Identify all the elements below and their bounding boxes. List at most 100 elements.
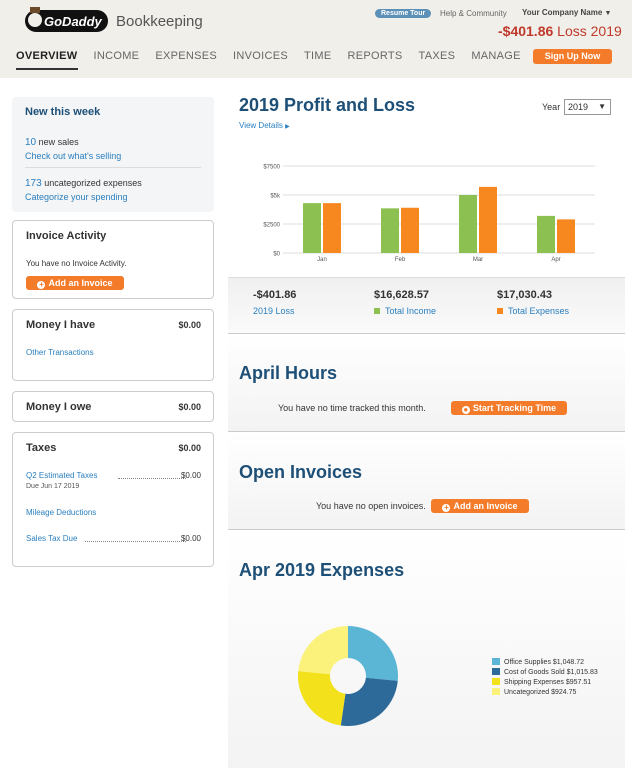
legend-item: Cost of Goods Sold $1,015.83	[492, 668, 598, 678]
bar-expenses	[323, 203, 341, 253]
legend-swatch	[492, 658, 500, 665]
pie-slice	[298, 626, 348, 675]
pie-slice	[298, 671, 346, 726]
expenses-value: $17,030.43	[497, 289, 553, 301]
taxes-title: Taxes	[26, 442, 57, 454]
uncategorized-count: 173	[25, 178, 42, 189]
nav-manage[interactable]: MANAGE	[471, 50, 521, 62]
money-owe-amount: $0.00	[178, 402, 201, 412]
sales-tax-due-link[interactable]: Sales Tax Due	[26, 534, 78, 543]
chevron-down-icon: ▼	[598, 102, 606, 111]
resume-tour-button[interactable]: Resume Tour	[375, 9, 432, 18]
q2-due-date: Due Jun 17 2019	[26, 483, 80, 490]
x-tick-label: Apr	[551, 257, 560, 263]
expenses-title: Apr 2019 Expenses	[239, 560, 405, 580]
legend-item: Shipping Expenses $957.51	[492, 678, 598, 688]
profit-loss-chart: $0 $2500 $5k $7500 Jan Feb Mar Apr	[263, 165, 595, 263]
divider	[228, 431, 625, 432]
q2-estimated-taxes-link[interactable]: Q2 Estimated Taxes	[26, 471, 98, 480]
bar-income	[381, 208, 399, 253]
nav-expenses[interactable]: EXPENSES	[155, 50, 218, 62]
bar-income	[459, 195, 477, 253]
income-label[interactable]: Total Income	[374, 306, 436, 316]
bar-expenses	[401, 207, 419, 253]
expenses-legend: Office Supplies $1,048.72 Cost of Goods S…	[492, 658, 598, 698]
profit-loss-summary	[228, 277, 625, 333]
income-label-text: Total Income	[385, 306, 437, 316]
add-invoice-button[interactable]: + Add an Invoice	[26, 276, 124, 290]
divider	[228, 333, 625, 334]
bar-income	[537, 215, 555, 253]
legend-swatch	[492, 688, 500, 695]
pie-slice	[348, 626, 398, 681]
expenses-label[interactable]: Total Expenses	[497, 306, 569, 316]
nav-invoices[interactable]: INVOICES	[233, 50, 288, 62]
nav-overview[interactable]: OVERVIEW	[16, 50, 78, 70]
sign-up-button[interactable]: Sign Up Now	[533, 49, 612, 64]
add-invoice-main-label: Add an Invoice	[453, 501, 518, 511]
nav-income[interactable]: INCOME	[93, 50, 140, 62]
divider	[228, 529, 625, 530]
uncategorized-line: 173 uncategorized expenses	[25, 178, 142, 189]
legend-item: Office Supplies $1,048.72	[492, 658, 598, 668]
money-i-owe-card: Money I owe $0.00	[12, 391, 214, 422]
plus-icon: +	[442, 503, 451, 512]
loss-value: -$401.86	[253, 289, 297, 301]
view-details-link[interactable]: View Details ▶	[239, 121, 290, 130]
legend-label: Uncategorized $924.75	[504, 689, 577, 696]
uncategorized-text: uncategorized expenses	[44, 178, 142, 188]
godaddy-logo[interactable]: GoDaddy	[25, 5, 108, 35]
whats-selling-link[interactable]: Check out what's selling	[25, 151, 122, 161]
money-i-have-card: Money I have $0.00 Other Transactions	[12, 309, 214, 381]
y-tick-label: $5k	[270, 194, 281, 200]
legend-swatch	[492, 678, 500, 685]
start-tracking-time-button[interactable]: ● Start Tracking Time	[451, 401, 567, 415]
y-tick-label: $7500	[263, 165, 280, 171]
loss-label[interactable]: 2019 Loss	[253, 306, 295, 316]
money-owe-title: Money I owe	[26, 401, 92, 413]
open-invoices-section	[228, 432, 625, 529]
new-sales-text: new sales	[38, 137, 79, 147]
invoice-activity-title: Invoice Activity	[26, 230, 107, 242]
bar-expenses	[557, 219, 575, 253]
bar-expenses	[479, 186, 497, 253]
new-sales-line: 10 new sales	[25, 137, 79, 148]
clock-icon: ●	[461, 405, 470, 414]
y-tick-label: $2500	[263, 223, 280, 229]
legend-label: Cost of Goods Sold $1,015.83	[504, 669, 598, 676]
invoice-activity-card: Invoice Activity You have no Invoice Act…	[12, 220, 214, 299]
year-select-value: 2019	[568, 102, 589, 112]
categorize-spending-link[interactable]: Categorize your spending	[25, 192, 128, 202]
expenses-label-text: Total Expenses	[508, 306, 570, 316]
new-this-week-card: New this week 10 new sales Check out wha…	[12, 97, 214, 212]
nav-taxes[interactable]: TAXES	[418, 50, 456, 62]
open-invoices-title: Open Invoices	[239, 462, 363, 482]
header-loss-amount: -$401.86	[498, 23, 554, 39]
expenses-pie-chart	[298, 626, 398, 726]
divider	[25, 167, 201, 168]
product-name: Bookkeeping	[116, 13, 203, 30]
add-invoice-button-main[interactable]: + Add an Invoice	[431, 499, 529, 513]
no-time-tracked-text: You have no time tracked this month.	[278, 403, 426, 413]
x-tick-label: Mar	[473, 257, 483, 263]
no-invoice-activity-text: You have no Invoice Activity.	[26, 259, 127, 268]
company-menu[interactable]: Your Company Name ▼	[522, 8, 611, 17]
nav-time[interactable]: TIME	[303, 50, 332, 62]
help-community-link[interactable]: Help & Community	[440, 9, 507, 18]
income-swatch	[374, 308, 380, 314]
money-have-amount: $0.00	[178, 320, 201, 330]
expenses-section	[228, 530, 625, 768]
bar-income	[303, 203, 321, 253]
other-transactions-link[interactable]: Other Transactions	[26, 348, 94, 357]
leader-dots	[118, 473, 186, 479]
mileage-deductions-link[interactable]: Mileage Deductions	[26, 508, 97, 517]
q2-taxes-amount: $0.00	[180, 471, 201, 480]
expenses-swatch	[497, 308, 503, 314]
money-have-title: Money I have	[26, 319, 96, 331]
y-tick-label: $0	[273, 252, 280, 258]
view-details-label: View Details	[239, 121, 283, 130]
svg-text:GoDaddy: GoDaddy	[44, 14, 103, 29]
leader-dots	[85, 536, 186, 542]
nav-reports[interactable]: REPORTS	[347, 50, 403, 62]
year-select[interactable]: 2019 ▼	[564, 99, 611, 115]
